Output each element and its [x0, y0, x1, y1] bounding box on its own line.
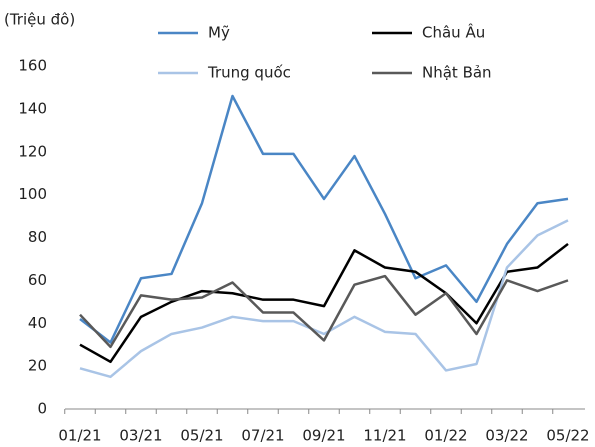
y-tick-label: 100: [18, 185, 47, 203]
x-tick-label: 05/22: [546, 427, 589, 444]
legend-label: Châu Âu: [422, 23, 485, 42]
legend-label: Trung quốc: [207, 64, 291, 82]
y-tick-label: 120: [18, 142, 47, 160]
series-line: [79, 219, 569, 379]
y-tick-label: 40: [28, 314, 47, 332]
legend-label: Nhật Bản: [422, 64, 492, 82]
x-tick-label: 01/21: [58, 427, 101, 444]
x-tick-label: 09/21: [302, 427, 345, 444]
series-line: [79, 94, 569, 344]
x-tick-label: 01/22: [424, 427, 467, 444]
y-tick-label: 80: [28, 228, 47, 246]
x-tick-label: 05/21: [180, 427, 223, 444]
x-tick-label: 03/22: [485, 427, 528, 444]
y-tick-label: 60: [28, 271, 47, 289]
series-line: [79, 274, 569, 349]
y-tick-label: 0: [37, 400, 47, 418]
legend-label: Mỹ: [208, 24, 230, 42]
series-line: [79, 242, 569, 364]
x-tick-label: 11/21: [363, 427, 406, 444]
y-tick-label: 140: [18, 99, 47, 117]
y-tick-label: 20: [28, 357, 47, 375]
x-tick-label: 07/21: [241, 427, 284, 444]
y-axis-label: (Triệu đô): [4, 11, 75, 29]
x-tick-label: 03/21: [119, 427, 162, 444]
y-tick-label: 160: [18, 57, 47, 75]
